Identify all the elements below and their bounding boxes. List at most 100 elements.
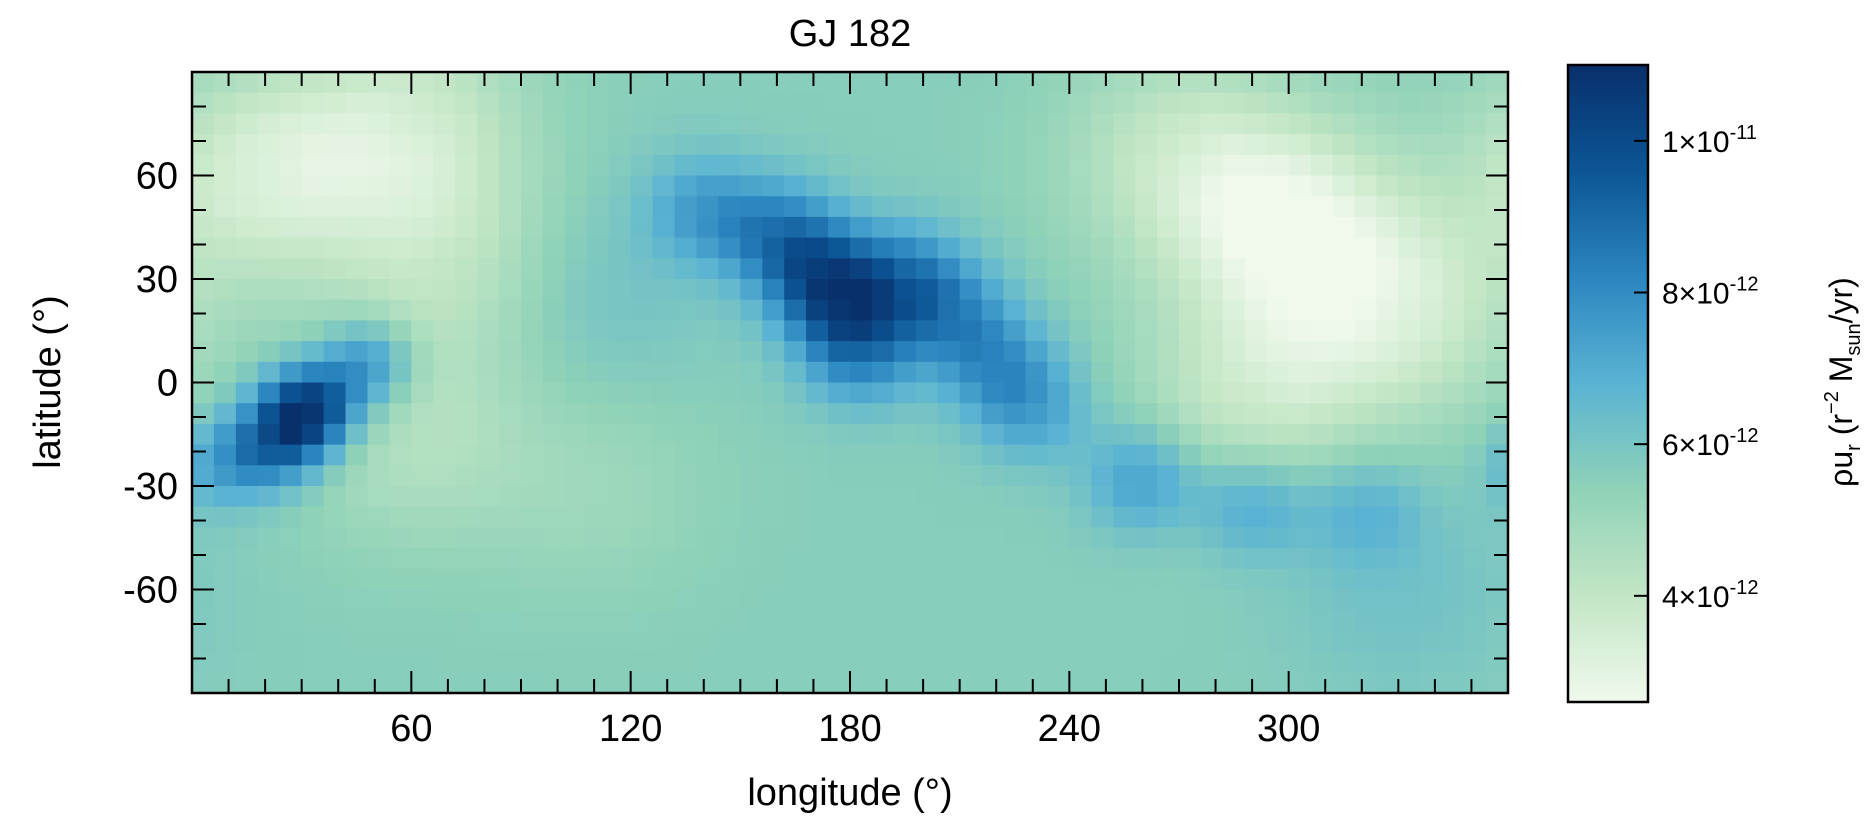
heatmap-cell xyxy=(389,465,413,487)
heatmap-cell xyxy=(696,630,720,653)
heatmap-cell xyxy=(1200,672,1224,693)
heatmap-cell xyxy=(1486,320,1508,342)
heatmap-cell xyxy=(1069,506,1092,529)
heatmap-cell xyxy=(499,651,522,674)
heatmap-cell xyxy=(1113,465,1136,487)
heatmap-cell xyxy=(1354,341,1378,363)
heatmap-cell xyxy=(762,486,785,508)
heatmap-cell xyxy=(411,134,434,156)
heatmap-cell xyxy=(1420,341,1443,363)
heatmap-cell xyxy=(586,361,610,384)
heatmap-cell xyxy=(345,134,369,156)
heatmap-cell xyxy=(1179,72,1202,94)
heatmap-cell xyxy=(718,506,742,529)
heatmap-cell xyxy=(674,444,698,467)
heatmap-cell xyxy=(1244,630,1268,653)
heatmap-cell xyxy=(981,279,1005,301)
heatmap-cell xyxy=(1442,651,1465,674)
heatmap-cell xyxy=(981,672,1005,693)
heatmap-cell xyxy=(1442,175,1465,197)
heatmap-cell xyxy=(871,154,895,177)
heatmap-cell xyxy=(1091,444,1114,467)
heatmap-cell xyxy=(1332,175,1356,197)
heatmap-cell xyxy=(1135,196,1158,218)
heatmap-cell xyxy=(1442,113,1465,135)
heatmap-cell xyxy=(784,672,807,693)
heatmap-cell xyxy=(521,651,544,674)
heatmap-cell xyxy=(1310,237,1334,260)
heatmap-cell xyxy=(1003,237,1027,260)
heatmap-cell xyxy=(696,175,720,197)
heatmap-cell xyxy=(871,299,895,322)
heatmap-cell xyxy=(1288,589,1312,611)
heatmap-cell xyxy=(1486,486,1508,508)
heatmap-cell xyxy=(257,610,281,632)
heatmap-cell xyxy=(1288,382,1312,404)
heatmap-cell xyxy=(521,444,544,467)
heatmap-cell xyxy=(586,423,610,446)
heatmap-cell xyxy=(1222,341,1246,363)
heatmap-cell xyxy=(257,92,281,115)
heatmap-cell xyxy=(784,423,807,446)
heatmap-cell xyxy=(279,527,303,549)
heatmap-cell xyxy=(937,341,961,363)
heatmap-cell xyxy=(323,154,347,177)
heatmap-cell xyxy=(1047,527,1071,549)
heatmap-cell xyxy=(1464,486,1487,508)
heatmap-cell xyxy=(608,423,632,446)
heatmap-cell xyxy=(850,382,873,404)
heatmap-cell xyxy=(806,568,829,591)
heatmap-cell xyxy=(279,175,303,197)
heatmap-cell xyxy=(1332,465,1356,487)
heatmap-cell xyxy=(367,568,391,591)
heatmap-cell xyxy=(850,196,873,218)
heatmap-cell xyxy=(1442,320,1465,342)
heatmap-cell xyxy=(762,258,785,280)
heatmap-cell xyxy=(1266,72,1290,94)
heatmap-cell xyxy=(937,527,961,549)
heatmap-cell xyxy=(1179,154,1202,177)
heatmap-cell xyxy=(1310,548,1334,570)
heatmap-cell xyxy=(433,92,456,115)
heatmap-cell xyxy=(850,134,873,156)
heatmap-cell xyxy=(499,361,522,384)
heatmap-cell xyxy=(257,630,281,653)
heatmap-cell xyxy=(1157,196,1180,218)
heatmap-cell xyxy=(323,196,347,218)
heatmap-cell xyxy=(740,589,763,611)
heatmap-cell xyxy=(1376,527,1400,549)
heatmap-cell xyxy=(1113,423,1136,446)
heatmap-cell xyxy=(542,444,566,467)
heatmap-cell xyxy=(433,72,456,94)
heatmap-cell xyxy=(674,403,698,425)
heatmap-cell xyxy=(828,279,851,301)
heatmap-cell xyxy=(301,175,325,197)
heatmap-cell xyxy=(937,175,961,197)
heatmap-cell xyxy=(1332,92,1356,115)
heatmap-cell xyxy=(345,672,369,693)
heatmap-cell xyxy=(1179,382,1202,404)
heatmap-cell xyxy=(542,341,566,363)
heatmap-cell xyxy=(1179,589,1202,611)
heatmap-cell xyxy=(915,444,939,467)
heatmap-cell xyxy=(1266,465,1290,487)
heatmap-cell xyxy=(1135,651,1158,674)
heatmap-cell xyxy=(257,196,281,218)
heatmap-cell xyxy=(1354,216,1378,239)
heatmap-cell xyxy=(1244,548,1268,570)
heatmap-cell xyxy=(477,92,500,115)
heatmap-cell xyxy=(630,610,654,632)
heatmap-cell xyxy=(1442,72,1465,94)
heatmap-cell xyxy=(1376,72,1400,94)
heatmap-cell xyxy=(630,196,654,218)
heatmap-cell xyxy=(345,527,369,549)
heatmap-cell xyxy=(1222,651,1246,674)
heatmap-cell xyxy=(389,216,413,239)
heatmap-cell xyxy=(586,72,610,94)
heatmap-cell xyxy=(213,672,237,693)
heatmap-cell xyxy=(411,196,434,218)
heatmap-cell xyxy=(652,341,676,363)
heatmap-cell xyxy=(235,279,259,301)
heatmap-cell xyxy=(630,444,654,467)
heatmap-cell xyxy=(1244,237,1268,260)
